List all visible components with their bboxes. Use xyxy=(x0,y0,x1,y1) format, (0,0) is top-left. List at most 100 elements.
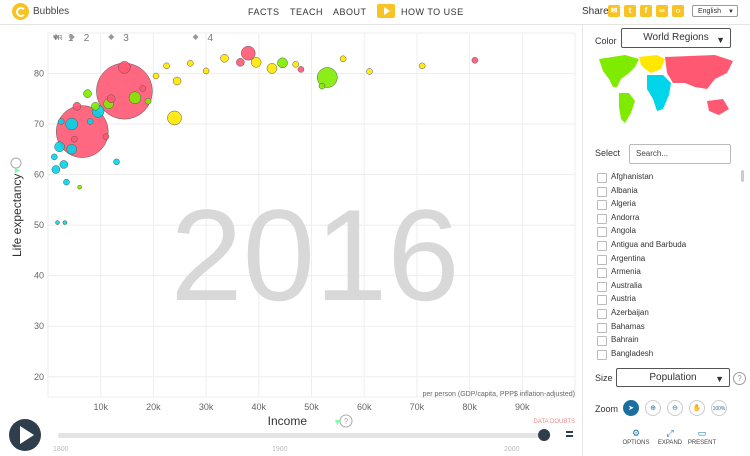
y-axis-menu-icon[interactable]: ▼ xyxy=(12,166,22,175)
country-item[interactable]: Bahamas xyxy=(597,320,735,334)
language-select[interactable]: English xyxy=(692,5,738,18)
bubble[interactable] xyxy=(318,82,326,90)
facebook-icon[interactable]: f xyxy=(640,5,652,17)
bubble[interactable] xyxy=(65,117,78,131)
how-to-use-play-icon[interactable] xyxy=(377,4,395,18)
nav-how-to-use[interactable]: HOW TO USE xyxy=(401,7,464,17)
world-regions-map[interactable] xyxy=(595,53,739,127)
income-marker-icon[interactable] xyxy=(52,34,59,40)
bubble[interactable] xyxy=(72,102,82,111)
country-item[interactable]: Bahrain xyxy=(597,333,735,347)
options-button[interactable]: ⚙ OPTIONS xyxy=(621,428,651,446)
bubble[interactable] xyxy=(54,141,65,152)
bubble[interactable] xyxy=(236,58,245,67)
country-checkbox[interactable] xyxy=(597,186,607,197)
x-axis-menu-icon[interactable]: ▼ xyxy=(333,417,342,427)
bubble[interactable] xyxy=(139,85,147,92)
map-region-asia[interactable] xyxy=(665,55,733,89)
bubble[interactable] xyxy=(339,55,347,63)
code-icon[interactable]: ‹› xyxy=(672,5,684,17)
bubble[interactable] xyxy=(163,62,170,70)
zoom-100-button[interactable]: 100% xyxy=(711,400,727,416)
zoom-out-icon[interactable]: ⊖ xyxy=(667,400,683,416)
country-item[interactable]: Australia xyxy=(597,279,735,293)
country-item[interactable]: Angola xyxy=(597,224,735,238)
bubble[interactable] xyxy=(202,67,210,75)
nav-facts[interactable]: FACTS xyxy=(248,7,280,17)
twitter-icon[interactable]: t xyxy=(624,5,636,17)
expand-button[interactable]: ⤢ EXPAND xyxy=(655,428,685,446)
size-select[interactable]: Population ▼ xyxy=(616,368,730,387)
bubble[interactable] xyxy=(172,76,182,86)
y-axis-help-icon[interactable] xyxy=(10,157,22,169)
country-checkbox[interactable] xyxy=(597,308,607,319)
bubble[interactable] xyxy=(128,91,142,104)
bubble[interactable] xyxy=(57,118,65,125)
bubble[interactable] xyxy=(102,133,110,140)
bubble[interactable] xyxy=(118,61,131,74)
bubble[interactable] xyxy=(187,60,194,67)
x-axis-title[interactable]: Income xyxy=(268,414,308,428)
bubble[interactable] xyxy=(277,57,288,69)
bubble[interactable] xyxy=(66,144,77,155)
bubble[interactable] xyxy=(471,57,479,64)
map-region-americas-south[interactable] xyxy=(619,93,635,123)
present-button[interactable]: ▭ PRESENT xyxy=(687,428,717,446)
bubble[interactable] xyxy=(86,118,94,125)
bubble[interactable] xyxy=(220,54,229,63)
bubble[interactable] xyxy=(59,160,69,169)
bubble[interactable] xyxy=(55,220,60,225)
data-doubts-link[interactable]: DATA DOUBTS xyxy=(534,419,575,425)
country-item[interactable]: Afghanistan xyxy=(597,170,735,184)
country-item[interactable]: Algeria xyxy=(597,197,735,211)
income-marker-icon[interactable] xyxy=(68,34,75,40)
bubble[interactable] xyxy=(63,178,70,186)
country-checkbox[interactable] xyxy=(597,254,607,265)
country-checkbox[interactable] xyxy=(597,213,607,224)
timeline-track[interactable] xyxy=(58,433,548,438)
gapminder-logo-icon[interactable] xyxy=(12,3,29,20)
scrollbar-thumb[interactable] xyxy=(741,170,744,182)
speed-icon[interactable] xyxy=(566,431,573,433)
country-checkbox[interactable] xyxy=(597,295,607,306)
zoom-in-icon[interactable]: ⊕ xyxy=(645,400,661,416)
bubble[interactable] xyxy=(51,153,58,161)
country-checkbox[interactable] xyxy=(597,281,607,292)
country-checkbox[interactable] xyxy=(597,322,607,333)
map-region-africa[interactable] xyxy=(647,75,671,111)
bubble[interactable] xyxy=(71,135,78,143)
bubble[interactable] xyxy=(418,62,426,70)
map-region-europe[interactable] xyxy=(639,55,665,73)
country-item[interactable]: Austria xyxy=(597,292,735,306)
hand-icon[interactable]: ✋ xyxy=(689,400,705,416)
pointer-icon[interactable]: ➤ xyxy=(623,400,639,416)
search-input[interactable]: Search... xyxy=(629,144,731,164)
x-axis-help-icon[interactable] xyxy=(339,414,353,428)
country-checkbox[interactable] xyxy=(597,336,607,347)
bubble[interactable] xyxy=(317,67,338,88)
bubble[interactable] xyxy=(250,57,262,68)
mail-icon[interactable]: ✉ xyxy=(608,5,620,17)
country-item[interactable]: Antigua and Barbuda xyxy=(597,238,735,252)
country-checkbox[interactable] xyxy=(597,268,607,279)
country-list-scrollbar[interactable] xyxy=(741,170,744,360)
country-item[interactable]: Andorra xyxy=(597,211,735,225)
bubble[interactable] xyxy=(144,98,152,105)
color-select[interactable]: World Regions ▼ xyxy=(621,28,731,48)
country-item[interactable]: Albania xyxy=(597,184,735,198)
bubble[interactable] xyxy=(167,110,182,126)
bubble[interactable] xyxy=(297,66,305,73)
income-marker-icon[interactable] xyxy=(108,34,115,40)
bubble[interactable] xyxy=(113,158,120,166)
income-marker-icon[interactable] xyxy=(192,34,199,40)
bubble[interactable] xyxy=(292,61,299,68)
y-axis-title[interactable]: Life expectancy xyxy=(10,174,24,257)
bubble[interactable] xyxy=(241,45,256,61)
bubble[interactable] xyxy=(83,89,92,98)
bubble[interactable] xyxy=(106,94,116,103)
link-icon[interactable]: ∞ xyxy=(656,5,668,17)
bubble[interactable] xyxy=(152,72,160,80)
bubble[interactable] xyxy=(366,68,373,75)
country-checkbox[interactable] xyxy=(597,173,607,183)
nav-about[interactable]: ABOUT xyxy=(333,7,367,17)
